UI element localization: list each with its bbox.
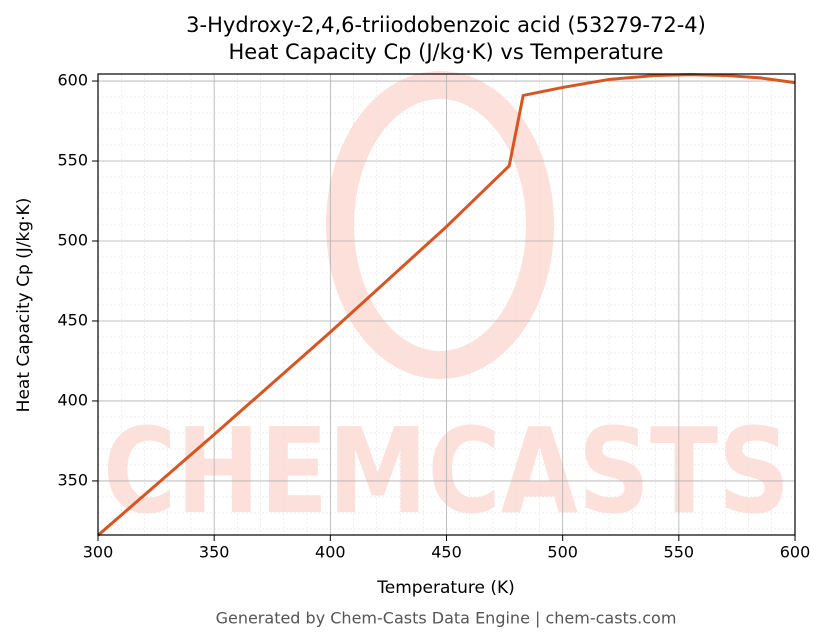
x-tick-label: 350	[199, 543, 230, 562]
x-tick-label: 400	[315, 543, 346, 562]
x-tick-label: 300	[83, 543, 114, 562]
x-tick-label: 500	[547, 543, 578, 562]
plot-frame	[97, 73, 796, 536]
chart-title: 3-Hydroxy-2,4,6-triiodobenzoic acid (532…	[186, 13, 706, 37]
y-tick-label: 400	[57, 390, 88, 409]
x-axis-label: Temperature (K)	[376, 578, 515, 598]
x-tick-label: 550	[664, 543, 695, 562]
chart-subtitle: Heat Capacity Cp (J/kg·K) vs Temperature	[229, 40, 664, 64]
y-axis-label: Heat Capacity Cp (J/kg·K)	[14, 198, 34, 413]
x-tick-label: 450	[431, 543, 462, 562]
x-tick-label: 600	[780, 543, 811, 562]
y-tick-label: 450	[57, 310, 88, 329]
y-tick-label: 600	[57, 71, 88, 90]
footer: Generated by Chem-Casts Data Engine | ch…	[216, 609, 677, 628]
y-tick-label: 550	[57, 151, 88, 170]
y-tick-label: 350	[57, 470, 88, 489]
data-line	[97, 73, 796, 537]
y-tick-label: 500	[57, 230, 88, 249]
